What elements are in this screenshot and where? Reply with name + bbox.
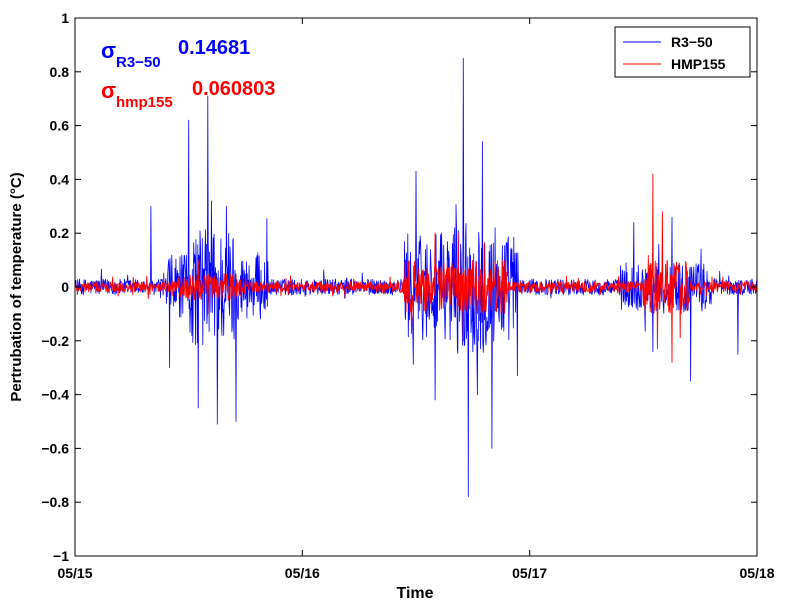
x-tick-label: 05/16 [285,565,320,581]
y-tick-label: 0 [61,279,69,295]
sigma-symbol-r3: σ [101,38,116,63]
y-tick-label: −1 [53,548,69,564]
y-tick-label: −0.6 [41,440,69,456]
legend-label-r3-50: R3−50 [671,34,713,50]
legend-label-hmp155: HMP155 [671,56,726,72]
sigma-subscript-r3: R3−50 [116,54,161,71]
sigma-annotation-r3-50: σ R3−50 0.14681 [101,37,250,71]
y-tick-label: 0.6 [50,118,70,134]
y-tick-label: −0.2 [41,333,69,349]
sigma-value-r3: 0.14681 [178,37,250,59]
y-tick-label: 0.8 [50,64,70,80]
y-tick-label: −0.4 [41,387,69,403]
sigma-value-hmp: 0.060803 [192,78,275,100]
y-axis-ticks: 1 0.8 0.6 0.4 0.2 0 −0.2 −0.4 −0.6 −0.8 −1 [41,10,757,564]
y-tick-label: 0.2 [50,225,70,241]
y-axis-label: Pertrubation of temperature (°C) [8,172,25,401]
sigma-subscript-hmp: hmp155 [116,94,173,111]
x-axis-label: Time [396,585,433,602]
plot-data-area [74,57,758,498]
y-tick-label: −0.8 [41,494,69,510]
legend-box [614,26,751,78]
series-line-hmp155 [74,173,758,363]
x-tick-label: 05/17 [512,565,547,581]
x-tick-label: 05/18 [739,565,774,581]
legend: R3−50 HMP155 [614,26,751,78]
x-axis-ticks: 05/15 05/16 05/17 05/18 [57,18,775,581]
sigma-annotation-hmp155: σ hmp155 0.060803 [101,78,275,111]
sigma-symbol-hmp: σ [101,78,116,103]
y-tick-label: 1 [61,10,69,26]
x-tick-label: 05/15 [57,565,92,581]
y-tick-label: 0.4 [50,171,70,187]
